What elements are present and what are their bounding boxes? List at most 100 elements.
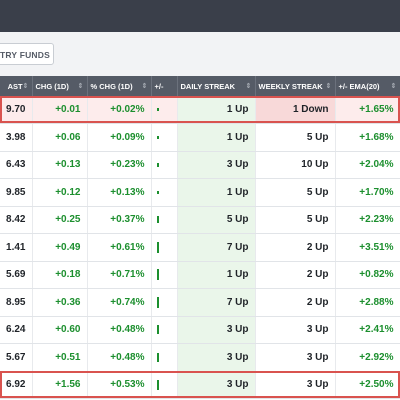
table-header-row: AST ⇕ CHG (1D) ⇕ % CHG (1D) ⇕ +/- DAILY STR… [0, 76, 400, 96]
ema-cell: +3.51% [335, 233, 400, 262]
percent-change-cell: +0.09% [87, 123, 152, 152]
change-bar [156, 325, 159, 335]
weekly-streak-cell: 2 Up [255, 261, 336, 289]
weekly-streak-cell: 3 Up [255, 371, 336, 399]
weekly-streak-cell: 2 Up [255, 288, 336, 317]
change-bar-cell [151, 178, 178, 207]
weekly-streak-cell: 1 Down [255, 96, 336, 124]
change-bar [156, 135, 159, 139]
change-bar [156, 241, 159, 253]
table-row[interactable]: 8.95 +0.36 +0.74% 7 Up 2 Up +2.88% [0, 288, 400, 317]
percent-change-cell: +0.74% [87, 288, 152, 317]
top-app-bar [0, 0, 400, 32]
table-row[interactable]: 3.98 +0.06 +0.09% 1 Up 5 Up +1.68% [0, 123, 400, 152]
last-cell: 9.70 [0, 96, 33, 124]
daily-streak-cell: 5 Up [177, 206, 256, 234]
table-row[interactable]: 1.41 +0.49 +0.61% 7 Up 2 Up +3.51% [0, 233, 400, 262]
change-bar-cell [151, 233, 178, 262]
last-cell: 5.67 [0, 343, 33, 372]
percent-change-cell: +0.13% [87, 178, 152, 207]
change-cell: +0.60 [32, 316, 88, 344]
daily-streak-cell: 1 Up [177, 96, 256, 124]
column-header-last[interactable]: AST ⇕ [0, 76, 33, 96]
change-cell: +1.56 [32, 371, 88, 399]
last-cell: 6.24 [0, 316, 33, 344]
weekly-streak-cell: 2 Up [255, 233, 336, 262]
ema-cell: +2.50% [335, 371, 400, 399]
weekly-streak-cell: 5 Up [255, 123, 336, 152]
percent-change-cell: +0.48% [87, 343, 152, 372]
ema-cell: +1.68% [335, 123, 400, 152]
weekly-streak-cell: 3 Up [255, 343, 336, 372]
table-row[interactable]: 6.92 +1.56 +0.53% 3 Up 3 Up +2.50% [0, 371, 400, 399]
column-header-weekly-streak[interactable]: WEEKLY STREAK ⇕ [255, 76, 336, 96]
last-cell: 8.42 [0, 206, 33, 234]
last-cell: 5.69 [0, 261, 33, 289]
last-cell: 9.85 [0, 178, 33, 207]
quotes-table: AST ⇕ CHG (1D) ⇕ % CHG (1D) ⇕ +/- DAILY STR… [0, 76, 400, 399]
last-cell: 8.95 [0, 288, 33, 317]
table-row[interactable]: 5.67 +0.51 +0.48% 3 Up 3 Up +2.92% [0, 343, 400, 372]
change-bar [156, 162, 159, 167]
daily-streak-cell: 3 Up [177, 151, 256, 179]
toolbar-strip: TRY FUNDS [0, 32, 400, 77]
ema-cell: +2.92% [335, 343, 400, 372]
last-cell: 3.98 [0, 123, 33, 152]
change-bar-cell [151, 316, 178, 344]
change-cell: +0.06 [32, 123, 88, 152]
sort-icon[interactable]: ⇕ [141, 82, 148, 90]
ema-cell: +2.04% [335, 151, 400, 179]
column-header-daily-streak[interactable]: DAILY STREAK ⇕ [177, 76, 256, 96]
sort-icon[interactable]: ⇕ [77, 82, 84, 90]
table-row[interactable]: 8.42 +0.25 +0.37% 5 Up 5 Up +2.23% [0, 206, 400, 234]
sort-icon[interactable]: ⇕ [22, 82, 29, 90]
column-header-chg[interactable]: CHG (1D) ⇕ [32, 76, 88, 96]
daily-streak-cell: 7 Up [177, 288, 256, 317]
ema-cell: +1.70% [335, 178, 400, 207]
percent-change-cell: +0.23% [87, 151, 152, 179]
change-cell: +0.36 [32, 288, 88, 317]
percent-change-cell: +0.61% [87, 233, 152, 262]
column-header-plus-minus[interactable]: +/- [151, 76, 178, 96]
change-bar-cell [151, 371, 178, 399]
change-bar [156, 216, 159, 224]
weekly-streak-cell: 3 Up [255, 316, 336, 344]
daily-streak-cell: 1 Up [177, 261, 256, 289]
percent-change-cell: +0.02% [87, 96, 152, 124]
daily-streak-cell: 1 Up [177, 178, 256, 207]
weekly-streak-cell: 5 Up [255, 178, 336, 207]
change-bar-cell [151, 206, 178, 234]
daily-streak-cell: 3 Up [177, 316, 256, 344]
change-bar [156, 269, 159, 281]
sort-icon[interactable]: ⇕ [325, 82, 332, 90]
sort-icon[interactable]: ⇕ [245, 82, 252, 90]
change-bar [156, 296, 159, 308]
change-bar-cell [151, 261, 178, 289]
change-cell: +0.01 [32, 96, 88, 124]
ema-cell: +2.88% [335, 288, 400, 317]
daily-streak-cell: 3 Up [177, 371, 256, 399]
ema-cell: +0.82% [335, 261, 400, 289]
table-row[interactable]: 9.70 +0.01 +0.02% 1 Up 1 Down +1.65% [0, 96, 400, 124]
column-header-pct-chg[interactable]: % CHG (1D) ⇕ [87, 76, 152, 96]
funds-tab[interactable]: TRY FUNDS [0, 43, 54, 65]
table-row[interactable]: 6.43 +0.13 +0.23% 3 Up 10 Up +2.04% [0, 151, 400, 179]
table-row[interactable]: 5.69 +0.18 +0.71% 1 Up 2 Up +0.82% [0, 261, 400, 289]
percent-change-cell: +0.71% [87, 261, 152, 289]
column-header-ema[interactable]: +/- EMA(20) ⇕ [335, 76, 400, 96]
change-bar [156, 107, 159, 111]
last-cell: 6.43 [0, 151, 33, 179]
change-cell: +0.25 [32, 206, 88, 234]
percent-change-cell: +0.48% [87, 316, 152, 344]
percent-change-cell: +0.37% [87, 206, 152, 234]
table-row[interactable]: 9.85 +0.12 +0.13% 1 Up 5 Up +1.70% [0, 178, 400, 207]
last-cell: 1.41 [0, 233, 33, 262]
change-bar [156, 379, 159, 390]
change-bar-cell [151, 288, 178, 317]
change-bar-cell [151, 343, 178, 372]
daily-streak-cell: 1 Up [177, 123, 256, 152]
sort-icon[interactable]: ⇕ [390, 82, 397, 90]
change-cell: +0.13 [32, 151, 88, 179]
table-row[interactable]: 6.24 +0.60 +0.48% 3 Up 3 Up +2.41% [0, 316, 400, 344]
percent-change-cell: +0.53% [87, 371, 152, 399]
